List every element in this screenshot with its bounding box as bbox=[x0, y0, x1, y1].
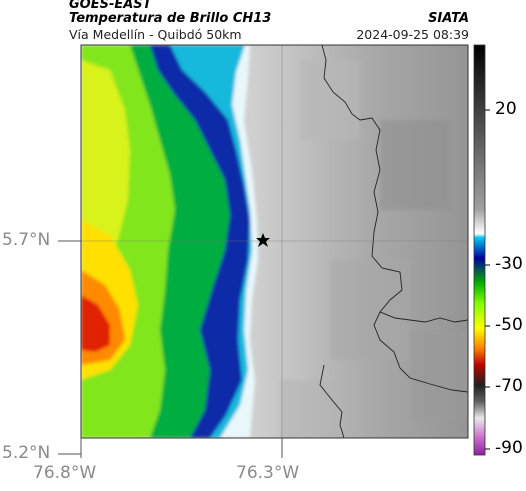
coastline-borders bbox=[319, 45, 468, 438]
lat-tick-label: 5.7°N bbox=[2, 230, 51, 250]
lon-tick-label: 76.8°W bbox=[33, 463, 97, 483]
map-tick-marks bbox=[58, 240, 283, 458]
colorbar-tick-label: -70 bbox=[495, 376, 523, 396]
colorbar-tick-label: -30 bbox=[495, 254, 523, 274]
region-subtitle: Vía Medellín - Quibdó 50km bbox=[69, 27, 242, 42]
lon-tick-label: 76.3°W bbox=[236, 463, 300, 483]
colorbar-tick-label: -50 bbox=[495, 315, 523, 335]
star-icon bbox=[256, 233, 270, 247]
colorbar-tick-label: 20 bbox=[495, 99, 517, 119]
lat-tick-label: 5.2°N bbox=[2, 443, 51, 463]
colorbar-ticks bbox=[485, 109, 490, 450]
gray-cloud-texture bbox=[280, 60, 468, 438]
colorbar bbox=[473, 44, 486, 456]
datetime-label: 2024-09-25 08:39 bbox=[356, 27, 469, 42]
cold-cloud-field bbox=[81, 45, 258, 438]
colorbar-tick-label: -90 bbox=[495, 438, 523, 458]
map-gridlines bbox=[81, 45, 468, 438]
satellite-title: GOES-EAST bbox=[69, 0, 152, 12]
product-title: Temperatura de Brillo CH13 bbox=[69, 11, 272, 26]
agency-label: SIATA bbox=[428, 11, 469, 26]
